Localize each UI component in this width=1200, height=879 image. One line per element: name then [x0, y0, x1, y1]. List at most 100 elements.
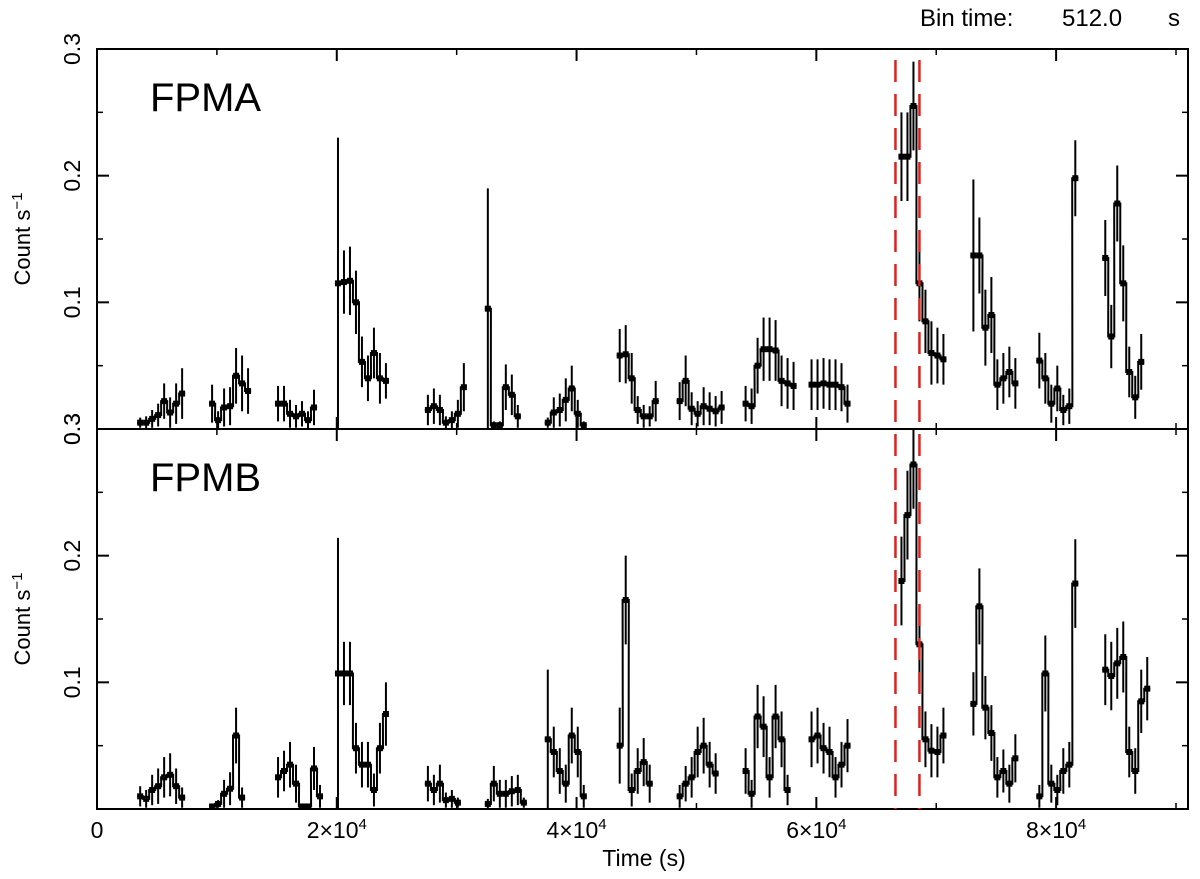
data-point — [982, 704, 989, 711]
data-point — [1036, 793, 1043, 800]
data-point — [454, 410, 461, 417]
data-point — [221, 404, 228, 411]
data-point — [173, 400, 180, 407]
data-point — [502, 384, 509, 391]
data-point — [179, 794, 186, 801]
data-point — [688, 405, 695, 412]
data-point — [370, 350, 377, 356]
y-tick-label: 0.1 — [59, 666, 85, 698]
data-point — [970, 700, 977, 707]
data-point — [1042, 375, 1049, 382]
data-point — [628, 787, 635, 793]
data-point — [748, 403, 755, 410]
data-point — [1000, 768, 1007, 774]
data-point — [1114, 660, 1121, 667]
data-point — [376, 745, 383, 752]
data-point — [334, 280, 341, 287]
data-point — [556, 407, 563, 413]
data-point — [910, 103, 917, 109]
data-point — [233, 732, 240, 739]
data-point — [688, 774, 695, 781]
data-point — [143, 419, 150, 426]
data-point — [275, 400, 282, 407]
data-point — [922, 318, 929, 325]
data-point — [293, 413, 300, 420]
data-point — [1042, 670, 1049, 677]
data-point — [550, 749, 557, 755]
data-point — [568, 385, 575, 392]
data-point — [137, 793, 144, 800]
data-point — [1126, 369, 1133, 375]
data-point — [1144, 685, 1151, 692]
data-point — [778, 736, 785, 743]
data-point — [1072, 175, 1079, 182]
data-point — [640, 759, 647, 766]
bin-time-label: Bin time: — [920, 5, 1013, 32]
data-point — [352, 745, 359, 752]
data-point — [508, 391, 515, 398]
data-point — [137, 419, 144, 426]
data-point — [358, 761, 365, 768]
data-point — [634, 407, 641, 413]
data-point — [754, 362, 761, 369]
data-point — [838, 761, 845, 768]
data-point — [245, 388, 252, 394]
data-point — [994, 381, 1001, 388]
data-point — [748, 790, 755, 797]
data-point — [155, 412, 162, 419]
data-point — [754, 713, 761, 720]
data-point — [844, 400, 851, 407]
data-point — [281, 768, 288, 774]
data-point — [173, 783, 180, 790]
flare-markers — [894, 60, 921, 809]
data-point — [928, 350, 935, 356]
data-point — [1000, 375, 1007, 382]
x-tick-label: 4×104 — [546, 816, 606, 843]
data-point — [616, 352, 623, 359]
data-point — [281, 400, 288, 407]
data-point — [179, 390, 186, 397]
data-point — [574, 749, 581, 755]
light-curve-step — [898, 463, 947, 753]
data-point — [772, 347, 779, 354]
data-point — [820, 380, 827, 387]
data-point — [574, 410, 581, 417]
data-point — [442, 419, 449, 426]
data-point — [1102, 255, 1109, 261]
data-point — [167, 409, 174, 416]
data-point — [227, 403, 234, 410]
data-point — [1036, 357, 1043, 364]
x-tick-label: 8×104 — [1026, 816, 1086, 843]
data-point — [682, 780, 689, 787]
data-point — [1072, 580, 1079, 587]
data-point — [1048, 780, 1055, 787]
data-point — [358, 358, 365, 365]
data-point — [910, 461, 917, 468]
data-point — [562, 780, 569, 787]
data-point — [838, 384, 845, 391]
data-point — [1006, 780, 1013, 787]
data-point — [628, 375, 635, 382]
data-point — [1114, 200, 1121, 207]
data-point — [544, 419, 551, 426]
data-point — [430, 403, 437, 410]
data-point — [940, 356, 947, 363]
data-point — [826, 749, 833, 755]
data-point — [832, 774, 839, 781]
light-curve-step — [616, 599, 653, 791]
y-tick-label: 0.3 — [59, 33, 85, 65]
data-point — [976, 252, 983, 259]
data-point — [820, 745, 827, 752]
data-point — [988, 730, 995, 736]
data-point — [676, 398, 683, 405]
data-point — [1060, 407, 1067, 413]
data-point — [550, 409, 557, 416]
data-point — [364, 761, 371, 768]
data-point — [766, 346, 773, 353]
data-point — [904, 153, 911, 160]
data-point — [682, 377, 689, 384]
y-axis-label: Count s−1 — [9, 573, 35, 666]
data-point — [490, 780, 497, 787]
data-point — [1060, 768, 1067, 774]
data-point — [149, 415, 156, 422]
